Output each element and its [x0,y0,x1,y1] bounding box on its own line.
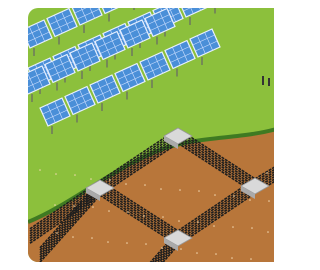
speckle [233,195,235,197]
speckle [39,169,41,171]
card [20,0,274,265]
speckle [160,188,162,190]
speckle [197,221,199,223]
speckle [72,236,74,238]
speckle [90,178,92,180]
speckle [92,206,94,208]
speckle [249,199,251,201]
speckle [231,257,233,259]
panel-cell [102,0,124,8]
speckle [74,174,76,176]
speckle [73,205,75,207]
speckle [161,247,163,249]
worker [262,76,264,85]
speckle [179,189,181,191]
speckle [178,220,180,222]
page: (() => { const svg = document.getElement… [0,0,274,265]
speckle [91,237,93,239]
speckle [198,190,200,192]
panel [122,0,152,2]
speckle [107,241,109,243]
speckle [145,243,147,245]
speckle [125,183,127,185]
speckle [251,227,253,229]
panel-cell [112,0,120,7]
speckle [126,242,128,244]
worker [268,78,270,86]
panel [203,0,233,6]
speckle [109,179,111,181]
panel-cell [100,0,122,2]
speckle [215,253,217,255]
panel-cell [181,0,203,5]
speckle [180,248,182,250]
speckle [55,173,57,175]
speckle [213,225,215,227]
speckle [143,215,145,217]
panel-cell [210,0,218,2]
speckle [232,226,234,228]
speckle [144,184,146,186]
speckle [250,258,252,260]
speckle [268,200,270,202]
speckle [56,232,58,234]
speckle [196,252,198,254]
speckle [214,194,216,196]
speckle [127,211,129,213]
speckle [54,204,56,206]
speckle [266,172,268,174]
speckle [108,210,110,212]
speckle [267,231,269,233]
illustration [0,0,274,265]
speckle [162,216,164,218]
